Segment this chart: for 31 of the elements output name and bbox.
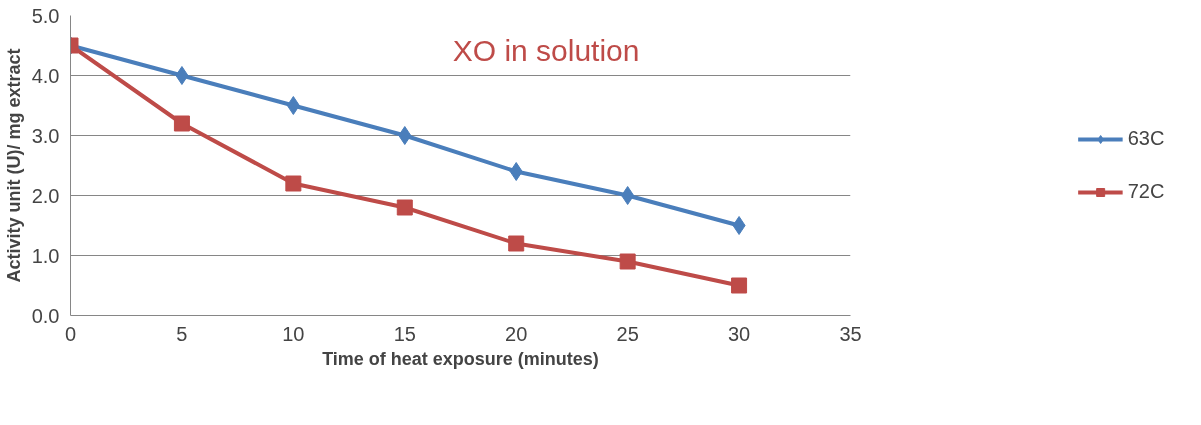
x-tick-label: 5	[176, 322, 188, 345]
annotation: XO in solution	[452, 33, 640, 67]
point	[396, 199, 413, 216]
x-tick-label: 35	[839, 322, 862, 345]
x-tick-label: 0	[64, 322, 77, 345]
point	[509, 162, 523, 181]
point	[285, 175, 302, 192]
point	[621, 186, 635, 205]
point	[175, 66, 189, 85]
y-tick-label: 1.0	[31, 244, 60, 267]
point	[731, 277, 748, 294]
point	[619, 253, 636, 270]
y-tick-label: 0.0	[31, 304, 60, 327]
y-axis-title: Activity unit (U)/ mg extract	[3, 48, 24, 283]
x-tick-label: 20	[505, 322, 528, 345]
point	[732, 216, 746, 235]
x-axis-title: Time of heat exposure (minutes)	[322, 348, 599, 369]
x-tick-label: 15	[393, 322, 416, 345]
point	[398, 126, 412, 145]
y-tick-label: 2.0	[31, 184, 60, 207]
legend-label: 72C	[1127, 180, 1165, 203]
x-tick-label: 25	[616, 322, 639, 345]
x-tick-label: 30	[727, 322, 751, 345]
x-tick-label: 10	[282, 322, 305, 345]
point	[286, 96, 300, 115]
y-tick-label: 4.0	[31, 64, 60, 87]
point	[173, 115, 190, 132]
legend-label: 63C	[1127, 127, 1165, 150]
y-tick-label: 3.0	[31, 124, 60, 147]
y-tick-label: 5.0	[31, 4, 60, 27]
point	[508, 235, 525, 252]
